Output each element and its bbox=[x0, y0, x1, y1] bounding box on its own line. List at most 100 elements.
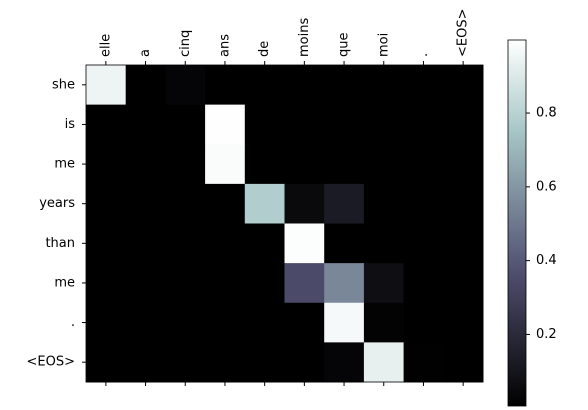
x-tick-label: moi bbox=[376, 33, 391, 57]
x-tick-label: ans bbox=[217, 34, 232, 57]
heatmap-cell bbox=[244, 183, 285, 224]
heatmap-cell bbox=[244, 65, 285, 106]
heatmap-cell bbox=[363, 104, 405, 145]
y-tick-label: me bbox=[54, 157, 75, 172]
y-tick-label: is bbox=[65, 117, 76, 132]
heatmap-frame bbox=[85, 64, 484, 383]
heatmap-cell bbox=[86, 302, 127, 343]
heatmap-cell bbox=[363, 263, 405, 304]
colorbar-tick-label: 0.8 bbox=[536, 106, 557, 121]
y-tick-label: . bbox=[71, 315, 75, 330]
heatmap-cell bbox=[284, 302, 325, 343]
heatmap-cell bbox=[443, 65, 484, 106]
heatmap-cell bbox=[86, 144, 127, 185]
heatmap-cell bbox=[86, 65, 127, 106]
heatmap-cell bbox=[205, 104, 246, 145]
heatmap-cell bbox=[125, 263, 166, 304]
heatmap-cell bbox=[363, 183, 405, 224]
heatmap-cell bbox=[205, 263, 246, 304]
x-tick-label: a bbox=[138, 49, 153, 57]
heatmap-cell bbox=[125, 65, 166, 106]
heatmap-cell bbox=[86, 104, 127, 145]
heatmap-cell bbox=[363, 342, 405, 383]
y-tick-label: <EOS> bbox=[27, 355, 75, 370]
x-tick-label: que bbox=[337, 33, 352, 58]
heatmap-cell bbox=[324, 342, 365, 383]
heatmap-cell bbox=[86, 342, 127, 383]
heatmap-cell bbox=[324, 223, 365, 264]
y-tick-label: years bbox=[39, 196, 75, 211]
heatmap-cell bbox=[284, 223, 325, 264]
colorbar-tick-label: 0.6 bbox=[536, 179, 557, 194]
heatmap-cell bbox=[165, 65, 206, 106]
heatmap-cell bbox=[284, 183, 325, 224]
heatmap-cell bbox=[403, 342, 444, 383]
heatmap-cell bbox=[165, 144, 206, 185]
heatmap-cell bbox=[403, 263, 444, 304]
heatmap-cell bbox=[244, 223, 285, 264]
x-tick-label: . bbox=[416, 53, 431, 57]
heatmap-cell bbox=[284, 144, 325, 185]
heatmap-cell bbox=[205, 302, 246, 343]
heatmap-cell bbox=[165, 302, 206, 343]
heatmap-cell bbox=[363, 223, 405, 264]
heatmap-cell bbox=[324, 302, 365, 343]
y-tick-label: she bbox=[52, 77, 75, 92]
heatmap-cell bbox=[205, 183, 246, 224]
heatmap-cell bbox=[324, 183, 365, 224]
heatmap-cell bbox=[284, 104, 325, 145]
heatmap-cell bbox=[165, 183, 206, 224]
heatmap-cell bbox=[205, 342, 246, 383]
y-tick-label: than bbox=[45, 236, 75, 251]
heatmap-cell bbox=[244, 302, 285, 343]
heatmap-cell bbox=[443, 342, 484, 383]
heatmap-cell bbox=[324, 144, 365, 185]
heatmap-cell bbox=[165, 342, 206, 383]
heatmap-cell bbox=[403, 183, 444, 224]
heatmap-cell bbox=[205, 223, 246, 264]
heatmap-cell bbox=[125, 104, 166, 145]
heatmap-cell bbox=[244, 263, 285, 304]
heatmap-cell bbox=[165, 104, 206, 145]
heatmap-cell bbox=[125, 342, 166, 383]
heatmap-cell bbox=[324, 263, 365, 304]
heatmap-cell bbox=[403, 104, 444, 145]
heatmap-cell bbox=[443, 144, 484, 185]
x-tick-label: cinq bbox=[178, 30, 193, 57]
heatmap-cell bbox=[86, 263, 127, 304]
heatmap-cell bbox=[443, 263, 484, 304]
heatmap-cell bbox=[363, 65, 405, 106]
x-tick-label: elle bbox=[98, 34, 113, 57]
heatmap-cell bbox=[324, 104, 365, 145]
heatmap-cell bbox=[165, 223, 206, 264]
colorbar bbox=[507, 39, 527, 407]
heatmap-cell bbox=[324, 65, 365, 106]
y-tick-label: me bbox=[54, 275, 75, 290]
heatmap-cell bbox=[86, 223, 127, 264]
x-tick-label: moins bbox=[297, 18, 312, 57]
heatmap-cell bbox=[125, 302, 166, 343]
heatmap-cell bbox=[165, 263, 206, 304]
heatmap-cell bbox=[403, 223, 444, 264]
heatmap-cell bbox=[443, 183, 484, 224]
colorbar-tick-label: 0.4 bbox=[536, 253, 557, 268]
x-tick-label: <EOS> bbox=[456, 9, 471, 57]
heatmap-cell bbox=[403, 65, 444, 106]
heatmap-cell bbox=[363, 144, 405, 185]
heatmap-cell bbox=[403, 144, 444, 185]
heatmap-cell bbox=[205, 65, 246, 106]
heatmap-cell bbox=[443, 104, 484, 145]
heatmap-cell bbox=[205, 144, 246, 185]
heatmap-cell bbox=[125, 183, 166, 224]
heatmap-cell bbox=[443, 302, 484, 343]
heatmap-cell bbox=[244, 104, 285, 145]
heatmap-cell bbox=[284, 342, 325, 383]
heatmap-cell bbox=[244, 144, 285, 185]
heatmap-cell bbox=[363, 302, 405, 343]
colorbar-tick-label: 0.2 bbox=[536, 327, 557, 342]
heatmap-cell bbox=[125, 144, 166, 185]
heatmap-cell bbox=[284, 263, 325, 304]
heatmap-cell bbox=[403, 302, 444, 343]
heatmap-cell bbox=[125, 223, 166, 264]
